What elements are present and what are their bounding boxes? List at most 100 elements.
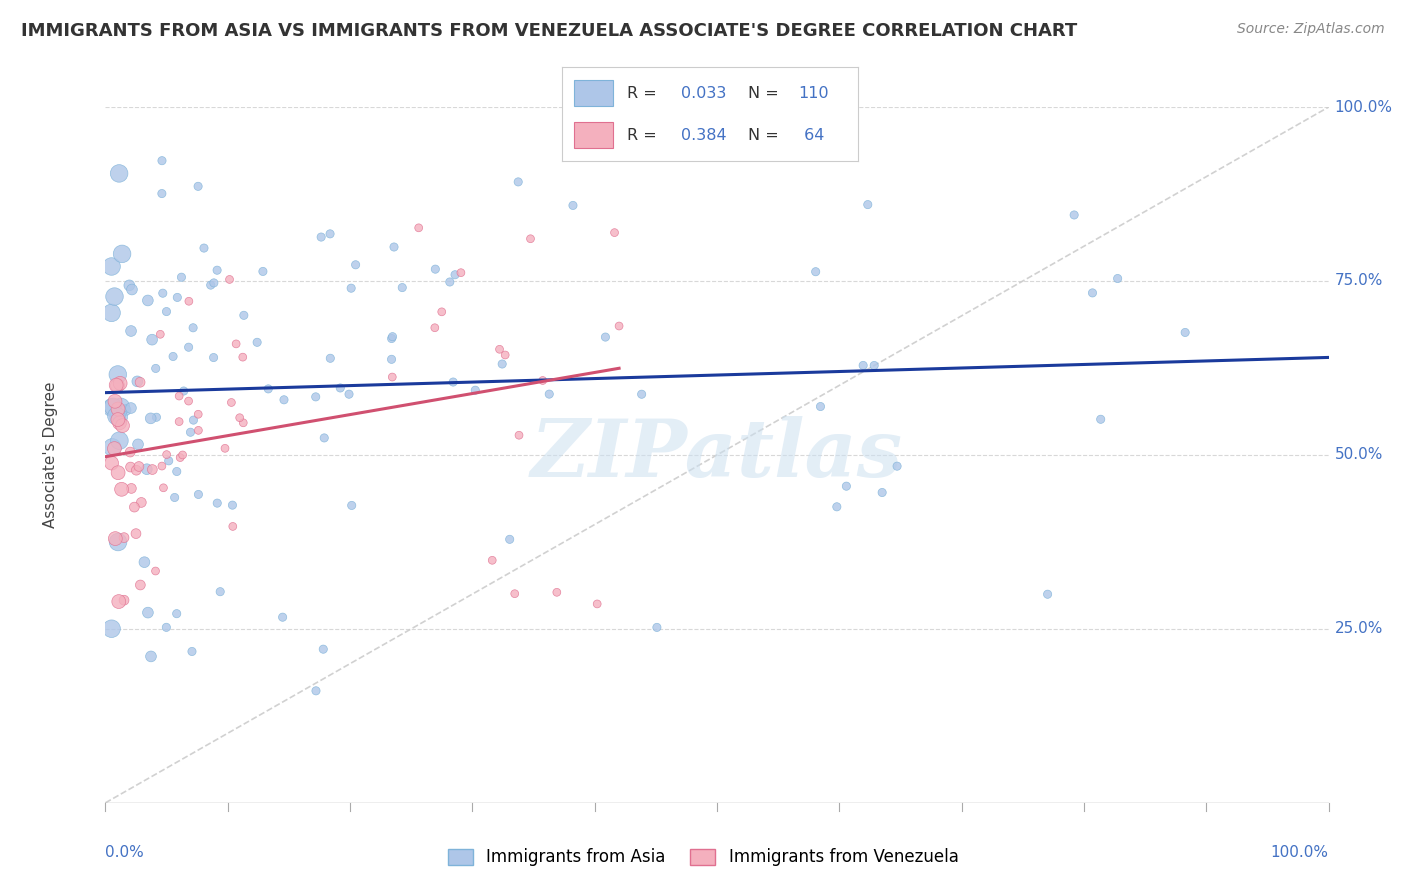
Text: Associate's Degree: Associate's Degree <box>44 382 58 528</box>
Point <box>177 340 200 354</box>
Point <box>309 230 332 244</box>
Text: 0.0%: 0.0% <box>105 845 145 860</box>
Point <box>380 352 402 367</box>
Point <box>825 500 848 514</box>
Point <box>101 400 124 414</box>
Point <box>218 272 240 286</box>
Point <box>381 332 404 346</box>
Point <box>156 448 179 462</box>
Point <box>232 416 254 430</box>
Point <box>108 166 131 180</box>
Point <box>120 482 142 496</box>
Point <box>120 401 142 415</box>
Point <box>214 442 236 456</box>
Point <box>187 407 209 421</box>
Bar <box>574 80 613 106</box>
Point <box>127 437 149 451</box>
Point <box>172 448 194 462</box>
Point <box>163 491 186 505</box>
Point <box>112 593 135 607</box>
Point <box>152 286 174 301</box>
Point <box>494 348 516 362</box>
Point <box>425 262 447 277</box>
Point <box>145 564 167 578</box>
Point <box>228 410 250 425</box>
Point <box>810 400 832 414</box>
Text: ZIPatlas: ZIPatlas <box>531 417 903 493</box>
Point <box>100 260 122 274</box>
Point <box>423 320 446 334</box>
Point <box>111 247 134 261</box>
Point <box>157 454 180 468</box>
Point <box>225 337 247 351</box>
Point <box>508 175 530 189</box>
Point <box>136 606 159 620</box>
Point <box>221 498 243 512</box>
Point <box>141 333 163 347</box>
Point <box>340 499 363 513</box>
Point <box>305 683 328 698</box>
Point <box>169 450 191 465</box>
Point <box>112 531 135 545</box>
Point <box>202 351 225 365</box>
Point <box>207 496 229 510</box>
Point <box>100 306 122 320</box>
Text: N =: N = <box>748 128 785 143</box>
Point <box>105 378 128 392</box>
Point <box>209 584 232 599</box>
Point <box>100 622 122 636</box>
Point <box>104 394 127 409</box>
Point <box>430 305 453 319</box>
Point <box>155 304 177 318</box>
Point <box>179 425 201 440</box>
Point <box>439 275 461 289</box>
Point <box>329 381 352 395</box>
Point <box>187 487 209 501</box>
Point <box>488 343 510 357</box>
Point <box>129 578 152 592</box>
Point <box>101 441 124 455</box>
Point <box>1036 587 1059 601</box>
Point <box>114 403 136 417</box>
Point <box>125 526 148 541</box>
Point <box>252 264 274 278</box>
Point <box>595 330 617 344</box>
Point <box>145 410 167 425</box>
Text: 64: 64 <box>799 128 824 143</box>
Point <box>645 620 668 634</box>
Point <box>337 387 360 401</box>
Point <box>508 428 530 442</box>
Point <box>1063 208 1085 222</box>
Point <box>804 265 827 279</box>
Text: Source: ZipAtlas.com: Source: ZipAtlas.com <box>1237 22 1385 37</box>
Point <box>177 294 200 309</box>
Point <box>108 434 131 448</box>
Text: 100.0%: 100.0% <box>1334 100 1393 114</box>
Point <box>481 553 503 567</box>
Point <box>246 335 269 350</box>
Point <box>1174 326 1197 340</box>
Text: 110: 110 <box>799 86 830 101</box>
Text: 0.384: 0.384 <box>681 128 725 143</box>
Point <box>139 649 162 664</box>
Point <box>519 232 541 246</box>
Point <box>167 415 190 429</box>
Point <box>111 418 134 433</box>
Point <box>107 412 129 426</box>
Text: 0.033: 0.033 <box>681 86 725 101</box>
Point <box>162 350 184 364</box>
Point <box>167 389 190 403</box>
Point <box>110 400 132 414</box>
Point <box>187 179 209 194</box>
Point <box>531 374 554 388</box>
Point <box>152 481 174 495</box>
Point <box>200 278 222 293</box>
Point <box>546 585 568 599</box>
Point <box>120 445 142 459</box>
Point <box>441 375 464 389</box>
Point <box>187 423 209 437</box>
Point <box>105 409 128 423</box>
Point <box>381 370 404 384</box>
Point <box>166 290 188 304</box>
Point <box>391 280 413 294</box>
